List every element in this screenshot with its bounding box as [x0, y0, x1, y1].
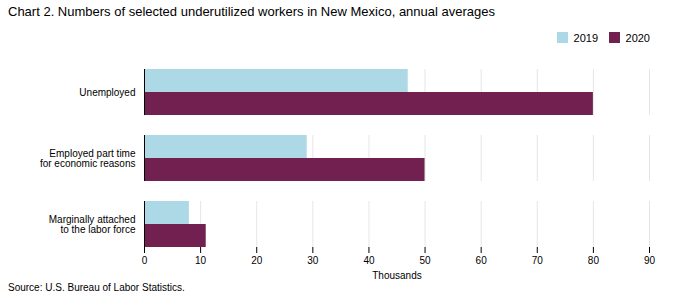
- svg-text:10: 10: [195, 254, 207, 265]
- html-text:Source: U.S. Bureau of Labor S: Source: U.S. Bureau of Labor Statistics.: [8, 281, 185, 293]
- html-text:2019: 2019: [573, 31, 598, 44]
- html-text:Chart 2. Numbers of selected u: Chart 2. Numbers of selected underutiliz…: [8, 4, 495, 19]
- svg-text:Thousands: Thousands: [372, 269, 421, 280]
- svg-text:90: 90: [644, 254, 656, 265]
- svg-text:50: 50: [419, 254, 431, 265]
- svg-text:20: 20: [251, 254, 263, 265]
- svg-text:Unemployed: Unemployed: [79, 86, 135, 97]
- svg-text:Marginally attachedto the labo: Marginally attachedto the labor force: [49, 213, 136, 234]
- svg-text:0: 0: [142, 254, 148, 265]
- svg-text:60: 60: [476, 254, 488, 265]
- svg-text:70: 70: [532, 254, 544, 265]
- svg-text:Employed part timefor economic: Employed part timefor economic reasons: [40, 147, 136, 168]
- svg-text:80: 80: [588, 254, 600, 265]
- svg-text:40: 40: [363, 254, 375, 265]
- html-text:2020: 2020: [625, 31, 650, 44]
- svg-text:30: 30: [307, 254, 319, 265]
